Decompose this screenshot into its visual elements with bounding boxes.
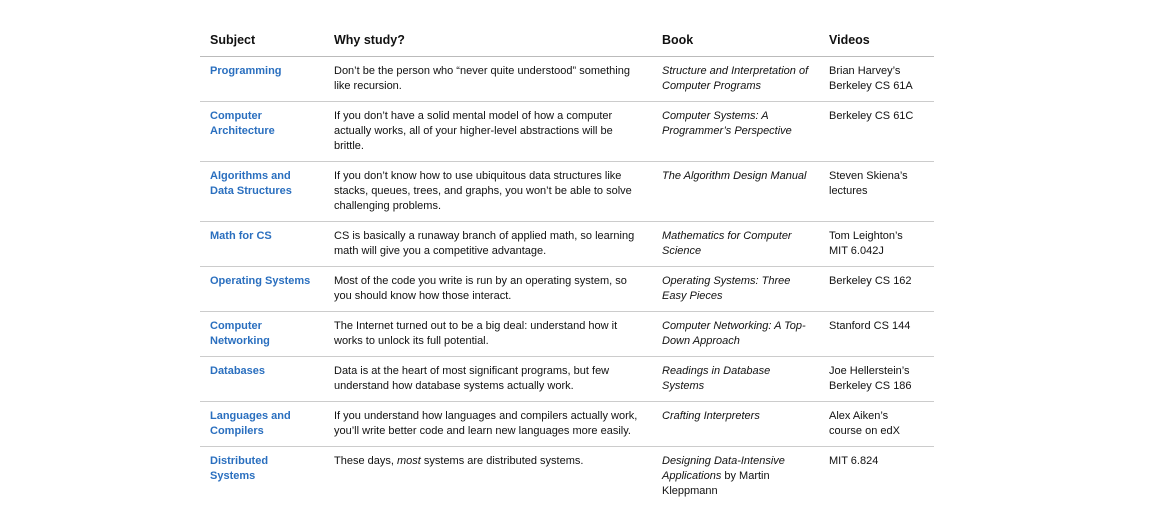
book-cell: Computer Systems: A Programmer’s Perspec… [652, 102, 819, 162]
subject-link[interactable]: Programming [210, 65, 282, 77]
table-row: Algorithms and Data Structures If you don… [200, 162, 934, 222]
subject-cell: Computer Architecture [200, 102, 324, 162]
why-text: These days, [334, 455, 397, 467]
table-row: Computer Networking The Internet turned o… [200, 312, 934, 357]
videos-cell: Berkeley CS 162 [819, 267, 934, 312]
videos-cell: Joe Hellerstein’s Berkeley CS 186 [819, 357, 934, 402]
curriculum-table: Subject Why study? Book Videos Programmi… [200, 26, 934, 506]
table-row: Programming Don’t be the person who “neve… [200, 57, 934, 102]
videos-cell: Brian Harvey’s Berkeley CS 61A [819, 57, 934, 102]
book-title: Computer Networking: A Top-Down Approach [662, 320, 806, 347]
table-header-row: Subject Why study? Book Videos [200, 26, 934, 57]
book-cell: Readings in Database Systems [652, 357, 819, 402]
book-cell: Computer Networking: A Top-Down Approach [652, 312, 819, 357]
book-title: Crafting Interpreters [662, 410, 760, 422]
subject-cell: Algorithms and Data Structures [200, 162, 324, 222]
subject-cell: Languages and Compilers [200, 402, 324, 447]
subject-link[interactable]: Computer Architecture [210, 110, 275, 137]
book-cell: The Algorithm Design Manual [652, 162, 819, 222]
table-row: Distributed Systems These days, most syst… [200, 447, 934, 506]
videos-cell: Tom Leighton’s MIT 6.042J [819, 222, 934, 267]
why-study-cell: Data is at the heart of most significant… [324, 357, 652, 402]
videos-cell: MIT 6.824 [819, 447, 934, 506]
subject-link[interactable]: Computer Networking [210, 320, 270, 347]
table-row: Operating Systems Most of the code you wr… [200, 267, 934, 312]
header-why-study: Why study? [324, 26, 652, 57]
header-book: Book [652, 26, 819, 57]
book-cell: Mathematics for Computer Science [652, 222, 819, 267]
why-study-cell: If you don’t know how to use ubiquitous … [324, 162, 652, 222]
why-study-cell: These days, most systems are distributed… [324, 447, 652, 506]
book-title: Operating Systems: Three Easy Pieces [662, 275, 790, 302]
subject-cell: Computer Networking [200, 312, 324, 357]
why-study-cell: CS is basically a runaway branch of appl… [324, 222, 652, 267]
subject-cell: Databases [200, 357, 324, 402]
subject-cell: Math for CS [200, 222, 324, 267]
why-study-cell: If you don’t have a solid mental model o… [324, 102, 652, 162]
subject-link[interactable]: Distributed Systems [210, 455, 268, 482]
table-row: Databases Data is at the heart of most si… [200, 357, 934, 402]
book-cell: Crafting Interpreters [652, 402, 819, 447]
book-title: Mathematics for Computer Science [662, 230, 792, 257]
why-text: systems are distributed systems. [421, 455, 584, 467]
subject-link[interactable]: Operating Systems [210, 275, 310, 287]
subject-cell: Programming [200, 57, 324, 102]
header-subject: Subject [200, 26, 324, 57]
book-cell: Structure and Interpretation of Computer… [652, 57, 819, 102]
book-title: Readings in Database Systems [662, 365, 770, 392]
subject-link[interactable]: Databases [210, 365, 265, 377]
subject-link[interactable]: Algorithms and Data Structures [210, 170, 292, 197]
videos-cell: Berkeley CS 61C [819, 102, 934, 162]
videos-cell: Stanford CS 144 [819, 312, 934, 357]
table-row: Math for CS CS is basically a runaway bra… [200, 222, 934, 267]
table-row: Languages and Compilers If you understand… [200, 402, 934, 447]
book-title: Structure and Interpretation of Computer… [662, 65, 808, 92]
why-study-cell: The Internet turned out to be a big deal… [324, 312, 652, 357]
why-emphasis: most [397, 455, 421, 467]
why-study-cell: Most of the code you write is run by an … [324, 267, 652, 312]
book-title: Computer Systems: A Programmer’s Perspec… [662, 110, 792, 137]
why-study-cell: If you understand how languages and comp… [324, 402, 652, 447]
videos-cell: Steven Skiena’s lectures [819, 162, 934, 222]
subject-link[interactable]: Math for CS [210, 230, 272, 242]
videos-cell: Alex Aiken’s course on edX [819, 402, 934, 447]
why-study-cell: Don’t be the person who “never quite und… [324, 57, 652, 102]
subject-link[interactable]: Languages and Compilers [210, 410, 291, 437]
book-cell: Operating Systems: Three Easy Pieces [652, 267, 819, 312]
book-cell: Designing Data-Intensive Applications by… [652, 447, 819, 506]
subject-cell: Operating Systems [200, 267, 324, 312]
header-videos: Videos [819, 26, 934, 57]
subject-cell: Distributed Systems [200, 447, 324, 506]
table-row: Computer Architecture If you don’t have a… [200, 102, 934, 162]
book-title: The Algorithm Design Manual [662, 170, 807, 182]
